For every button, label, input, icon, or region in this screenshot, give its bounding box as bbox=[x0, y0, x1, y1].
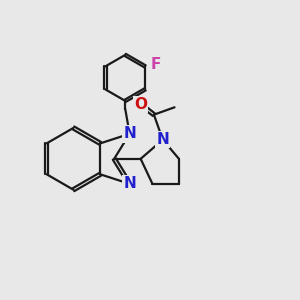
Text: N: N bbox=[123, 126, 136, 141]
Text: N: N bbox=[123, 176, 136, 191]
Text: F: F bbox=[150, 57, 161, 72]
Text: O: O bbox=[134, 97, 147, 112]
Text: N: N bbox=[156, 132, 169, 147]
